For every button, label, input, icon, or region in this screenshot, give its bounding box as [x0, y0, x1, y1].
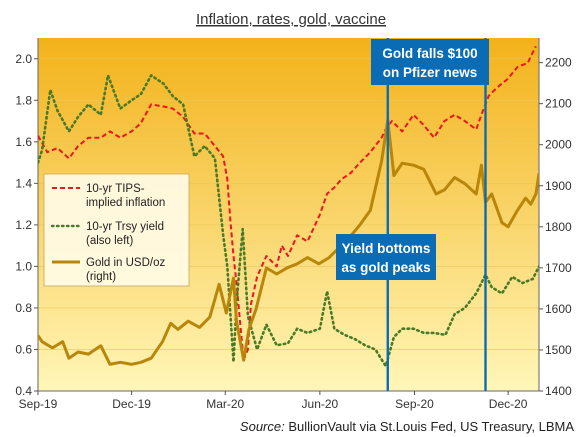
series-layer — [38, 45, 539, 368]
y-right-tick-label: 1800 — [545, 220, 572, 234]
chart-title: Inflation, rates, gold, vaccine — [196, 11, 386, 28]
y-left-tick-label: 0.6 — [15, 342, 32, 356]
x-axis: Sep-19 Dec-19 Mar-20 Jun-20 Sep-20 Dec-20 — [19, 390, 539, 411]
legend: 10-yr TIPS- implied inflation 10-yr Trsy… — [43, 173, 190, 287]
y-left-tick-label: 0.4 — [15, 384, 32, 398]
annotation-yield-bottom-box — [336, 234, 436, 280]
annotation-yield-bottom: Yield bottoms as gold peaks — [336, 234, 436, 280]
y-right-tick-label: 1700 — [545, 261, 572, 275]
legend-box — [43, 173, 190, 287]
y-left-tick-label: 1.8 — [15, 93, 32, 107]
y-left-tick-label: 1.2 — [15, 218, 32, 232]
y-right-tick-label: 1900 — [545, 179, 572, 193]
legend-label-gold-line1: Gold in USD/oz — [86, 257, 166, 269]
x-tick-label: Dec-20 — [489, 397, 528, 411]
annotation-yield-bottom-line1: Yield bottoms — [342, 241, 431, 256]
series-line-10-yr-tips-implied-inflation — [38, 45, 537, 361]
y-right-tick-label: 2000 — [545, 138, 572, 152]
x-tick-label: Sep-20 — [395, 397, 434, 411]
y-right-tick-label: 1500 — [545, 343, 572, 357]
legend-label-trsy-line2: (also left) — [86, 235, 133, 247]
x-tick-label: Sep-19 — [19, 397, 58, 411]
annotation-pfizer-line2: on Pfizer news — [383, 65, 478, 80]
annotation-lines — [386, 38, 487, 391]
series-line-10-yr-trsy-yield-also-left — [38, 74, 539, 368]
source-text: BullionVault via St.Louis Fed, US Treasu… — [285, 419, 575, 434]
annotation-pfizer: Gold falls $100 on Pfizer news — [371, 39, 489, 85]
series-line-gold-in-usd-oz-right — [38, 118, 539, 366]
y-left-tick-label: 1.6 — [15, 135, 32, 149]
x-tick-label: Dec-19 — [112, 397, 151, 411]
legend-label-gold-line2: (right) — [86, 271, 116, 283]
x-tick-label: Mar-20 — [206, 397, 244, 411]
annotation-pfizer-box — [371, 39, 489, 85]
legend-label-trsy-line1: 10-yr Trsy yield — [86, 221, 164, 233]
annotation-yield-bottom-line2: as gold peaks — [341, 260, 430, 275]
y-right-tick-label: 2200 — [545, 56, 572, 70]
y-right-tick-label: 1600 — [545, 302, 572, 316]
y-left-tick-label: 1.0 — [15, 259, 32, 273]
legend-label-tips-line2: implied inflation — [86, 197, 165, 209]
y-axis-right: 1400 1500 1600 1700 1800 1900 2000 2100 2200 — [538, 38, 572, 398]
y-axis-left: 0.4 0.6 0.8 1.0 1.2 1.4 1.6 1.8 2.0 — [15, 38, 39, 398]
x-tick-label: Jun-20 — [302, 397, 339, 411]
y-left-tick-label: 1.4 — [15, 176, 32, 190]
annotation-pfizer-line1: Gold falls $100 — [382, 46, 477, 61]
y-left-tick-label: 2.0 — [15, 52, 32, 66]
legend-label-tips-line1: 10-yr TIPS- — [86, 183, 145, 195]
y-right-tick-label: 2100 — [545, 97, 572, 111]
source-prefix: Source: — [240, 419, 285, 434]
y-right-tick-label: 1400 — [545, 384, 572, 398]
source-line: Source: BullionVault via St.Louis Fed, U… — [240, 419, 574, 434]
y-left-tick-label: 0.8 — [15, 301, 32, 315]
